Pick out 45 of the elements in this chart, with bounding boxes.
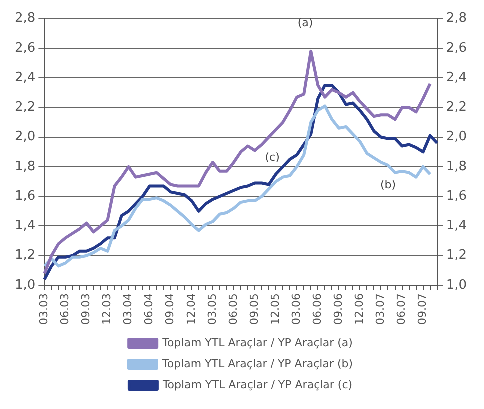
y-tick-label: 2,4	[14, 70, 36, 86]
x-tick-label: 03.06	[290, 294, 303, 326]
y-tick-label: 1,0	[14, 278, 36, 293]
legend-label: Toplam YTL Araçlar / YP Araçlar (a)	[162, 336, 353, 350]
y2-tick-label: 1,6	[446, 188, 468, 204]
legend-label: Toplam YTL Araçlar / YP Araçlar (c)	[162, 378, 353, 392]
y2-tick-label: 2,0	[446, 130, 468, 145]
x-tick-label: 03.07	[374, 294, 388, 326]
x-tick-label: 06.07	[395, 294, 408, 326]
x-tick-label: 06.04	[142, 294, 156, 326]
x-tick-label: 06.03	[58, 294, 72, 326]
x-tick-label: 09.05	[248, 294, 261, 326]
x-tick-label: 03.05	[206, 294, 219, 326]
y2-tick-label: 2,8	[446, 11, 468, 26]
y-tick-label: 1,6	[14, 188, 36, 204]
x-tick-label: 09.06	[332, 294, 346, 326]
y-tick-label: 2,6	[14, 40, 36, 56]
x-tick-label: 09.07	[416, 294, 430, 326]
x-tick-label: 03.04	[122, 294, 135, 326]
y2-tick-label: 1,4	[446, 218, 468, 234]
y2-tick-label: 2,4	[446, 70, 468, 86]
x-tick-label: 12.04	[184, 294, 198, 326]
y2-tick-label: 2,6	[446, 40, 468, 56]
y-tick-label: 2,0	[14, 130, 36, 145]
x-tick-label: 06.06	[310, 294, 324, 326]
y2-tick-label: 1,8	[446, 159, 468, 174]
x-tick-label: 12.03	[100, 294, 114, 326]
annotation: (c)	[265, 151, 280, 164]
annotation: (b)	[380, 178, 396, 192]
y-tick-label: 1,4	[14, 218, 36, 234]
y2-tick-label: 1,0	[446, 278, 468, 293]
y2-tick-label: 1,2	[446, 248, 468, 264]
x-tick-label: 03.03	[38, 294, 51, 326]
annotation: (a)	[298, 16, 314, 30]
x-tick-label: 12.05	[268, 294, 282, 326]
x-tick-label: 12.06	[353, 294, 366, 326]
y-tick-label: 1,2	[14, 248, 36, 264]
x-tick-label: 06.05	[226, 294, 240, 326]
x-tick-label: 09.03	[80, 294, 93, 326]
y-tick-label: 1,8	[14, 159, 36, 174]
legend-label: Toplam YTL Araçlar / YP Araçlar (b)	[161, 357, 354, 370]
y-tick-label: 2,2	[14, 100, 36, 116]
x-tick-label: 09.04	[164, 294, 177, 326]
y-tick-label: 2,8	[14, 11, 36, 26]
y2-tick-label: 2,2	[446, 100, 468, 116]
